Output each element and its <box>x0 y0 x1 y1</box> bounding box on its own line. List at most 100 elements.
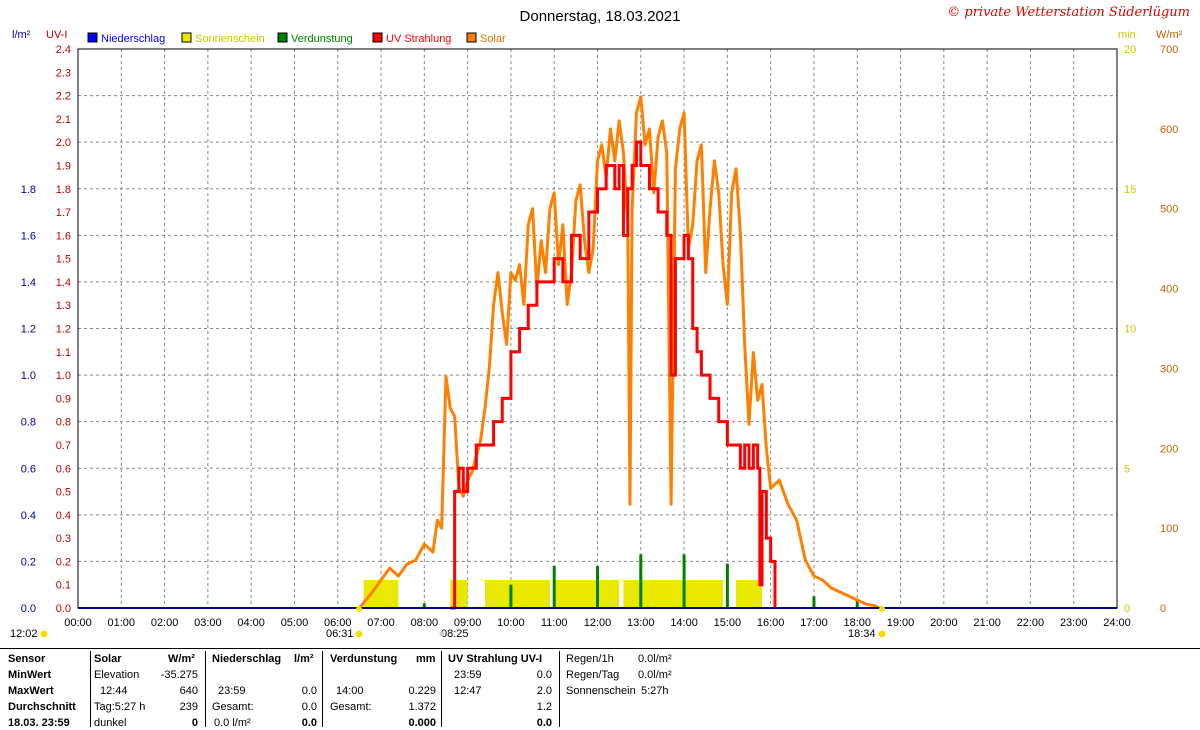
sunrise-icon <box>355 630 363 638</box>
solar-tick-label: 600 <box>1160 124 1178 136</box>
uv-tick-label: 1.8 <box>56 184 71 196</box>
uv-tick-label: 1.2 <box>56 324 71 336</box>
precip-tick-label: 0.4 <box>21 510 36 522</box>
left-axis-unit-uv: UV-I <box>46 29 67 41</box>
stats-table: Sensor MinWert MaxWert Durchschnitt 18.0… <box>0 648 1200 729</box>
uv-tick-label: 0.2 <box>56 556 71 568</box>
rain-day-value: 0.0l/m² <box>638 669 672 681</box>
solar-tick-label: 700 <box>1160 44 1178 56</box>
sunshine-total-label: Sonnenschein <box>566 685 636 697</box>
sunshine-block <box>623 580 724 608</box>
solar-tick-label: 200 <box>1160 443 1178 455</box>
uv-tick-label: 2.1 <box>56 114 71 126</box>
legend-label: Solar <box>480 33 506 45</box>
evap-unit: mm <box>416 653 436 665</box>
uv-tick-label: 0.4 <box>56 510 71 522</box>
sunshine-tick-label: 10 <box>1124 324 1136 336</box>
uv-tick-label: 0.7 <box>56 440 71 452</box>
uv-tick-label: 1.1 <box>56 347 71 359</box>
plot-frame <box>77 48 1118 609</box>
sunshine-tick-label: 15 <box>1124 184 1136 196</box>
x-tick-label: 20:00 <box>930 617 958 629</box>
legend-label: Verdunstung <box>291 33 353 45</box>
uv-header: UV Strahlung UV-I <box>448 653 543 665</box>
x-tick-label: 16:00 <box>757 617 785 629</box>
uv-tick-label: 0.9 <box>56 393 71 405</box>
row-label-min: MinWert <box>8 669 52 681</box>
precip-tick-label: 1.4 <box>21 277 36 289</box>
sunset-time: 18:34 <box>848 628 876 640</box>
x-tick-label: 02:00 <box>151 617 179 629</box>
x-tick-label: 07:00 <box>367 617 395 629</box>
uv-tick-label: 2.0 <box>56 137 71 149</box>
legend-swatch <box>87 32 98 43</box>
x-tick-label: 14:00 <box>670 617 698 629</box>
solar-avg-label: Tag:5:27 h <box>94 701 146 713</box>
rain-day-label: Regen/Tag <box>566 669 620 681</box>
row-label-max: MaxWert <box>8 685 54 697</box>
x-tick-label: 03:00 <box>194 617 222 629</box>
uv-tick-label: 1.0 <box>56 370 71 382</box>
precip-current-value: 0.0 <box>301 717 317 729</box>
row-label-current: 18.03. 23:59 <box>8 717 70 729</box>
sun-icon <box>40 630 48 638</box>
uv-tick-label: 0.8 <box>56 417 71 429</box>
legend-swatch <box>277 32 288 43</box>
precip-tick-label: 1.2 <box>21 324 36 336</box>
uv-tick-label: 1.6 <box>56 230 71 242</box>
solar-header: Solar <box>94 653 122 665</box>
sunshine-block <box>736 580 763 608</box>
solar-tick-label: 500 <box>1160 204 1178 216</box>
sunshine-tick-label: 20 <box>1124 44 1136 56</box>
uv-tick-label: 1.3 <box>56 300 71 312</box>
x-tick-label: 24:00 <box>1103 617 1131 629</box>
x-tick-label: 10:00 <box>497 617 525 629</box>
uv-min-label: 23:59 <box>454 669 482 681</box>
precip-tick-label: 0.6 <box>21 463 36 475</box>
sun-marker-left: 12:02 <box>10 628 38 640</box>
sunrise-axis-marker <box>356 606 362 612</box>
midday-time: 08:25 <box>441 628 469 640</box>
uv-tick-label: 0.1 <box>56 580 71 592</box>
sunshine-tick-label: 5 <box>1124 463 1130 475</box>
uv-tick-label: 1.4 <box>56 277 71 289</box>
x-tick-label: 17:00 <box>800 617 828 629</box>
x-tick-label: 09:00 <box>454 617 482 629</box>
uv-tick-label: 0.0 <box>56 603 71 615</box>
x-tick-label: 11:00 <box>541 617 568 629</box>
uv-tick-label: 0.3 <box>56 533 71 545</box>
legend-swatch <box>372 32 383 43</box>
sunrise-time: 06:31 <box>326 628 354 640</box>
x-tick-label: 21:00 <box>973 617 1001 629</box>
solar-tick-label: 0 <box>1160 603 1166 615</box>
x-tick-label: 19:00 <box>887 617 915 629</box>
evap-max-value: 0.229 <box>408 685 436 697</box>
x-tick-label: 23:00 <box>1060 617 1088 629</box>
sunshine-tick-label: 0 <box>1124 603 1130 615</box>
sunset-axis-marker <box>879 606 885 612</box>
precip-tick-label: 0.8 <box>21 417 36 429</box>
precip-max-label: 23:59 <box>218 685 246 697</box>
precip-max-value: 0.0 <box>301 685 317 697</box>
solar-current-value: 0 <box>191 717 198 729</box>
evap-max-label: 14:00 <box>336 685 364 697</box>
chart-grid <box>78 49 1117 608</box>
midday-icon <box>439 631 445 637</box>
uv-tick-label: 0.5 <box>56 487 71 499</box>
solar-tick-label: 400 <box>1160 284 1178 296</box>
x-tick-label: 18:00 <box>843 617 871 629</box>
x-tick-label: 05:00 <box>281 617 309 629</box>
uv-min-value: 0.0 <box>536 669 552 681</box>
rain-hour-label: Regen/1h <box>566 653 614 665</box>
uv-line <box>450 140 777 610</box>
chart-labels: 0.0 0.1 0.2 0.3 0.4 0.5 0.6 0.7 0.8 0.9 1.0 1.1 1.2 1… <box>10 5 1190 640</box>
x-tick-label: 12:00 <box>584 617 612 629</box>
x-tick-label: 15:00 <box>714 617 742 629</box>
solar-avg-value: 239 <box>179 701 198 713</box>
evap-total-label: Gesamt: <box>330 701 372 713</box>
x-tick-label: 04:00 <box>237 617 265 629</box>
precip-tick-label: 0.0 <box>21 603 36 615</box>
x-tick-label: 22:00 <box>1017 617 1045 629</box>
legend-swatch <box>181 32 192 43</box>
x-tick-label: 01:00 <box>108 617 136 629</box>
